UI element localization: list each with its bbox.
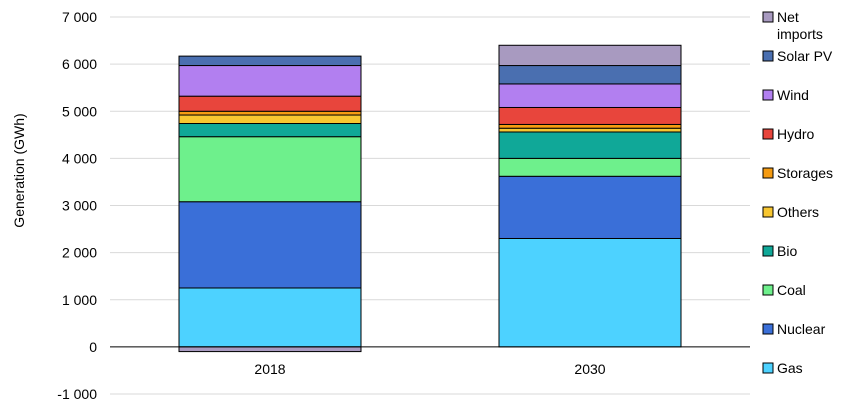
x-tick-label: 2018: [254, 361, 285, 377]
y-tick-label: -1 000: [57, 386, 97, 402]
legend-swatch: [762, 167, 774, 179]
bar-segment: [498, 157, 682, 177]
bar-segment: [498, 131, 682, 159]
y-tick-label: 1 000: [62, 292, 97, 308]
legend-swatch: [762, 362, 774, 374]
legend-label: Storages: [777, 165, 833, 181]
x-axis-ticks: 2018 2030: [254, 361, 605, 377]
bar-segment: [498, 106, 682, 125]
legend-label: Solar PV: [777, 48, 833, 64]
bar-segment: [498, 65, 682, 85]
y-tick-label: 6 000: [62, 56, 97, 72]
legend-swatch: [762, 323, 774, 335]
bar-segment: [498, 175, 682, 239]
legend-swatch: [762, 206, 774, 218]
y-tick-label: 7 000: [62, 9, 97, 25]
bars: [178, 44, 682, 353]
y-tick-label: 5 000: [62, 103, 97, 119]
legend-swatch: [762, 128, 774, 140]
legend-swatch: [762, 245, 774, 257]
legend-label: Wind: [777, 87, 809, 103]
bar-segment: [178, 136, 362, 203]
y-tick-label: 0: [89, 339, 97, 355]
y-tick-label: 4 000: [62, 150, 97, 166]
bar-segment: [178, 110, 362, 116]
bar-segment: [178, 346, 362, 353]
y-axis-ticks: -1 000 0 1 000 2 000 3 000 4 000 5 000 6 000 7 0…: [57, 9, 97, 402]
legend-label: Others: [777, 204, 819, 220]
legend-label: Gas: [777, 360, 803, 376]
bar-segment: [498, 83, 682, 108]
bar-segment: [498, 127, 682, 133]
bar-segment: [498, 44, 682, 67]
legend-swatch: [762, 50, 774, 62]
legend-swatch: [762, 11, 774, 23]
legend-swatch: [762, 284, 774, 296]
bar-segment: [178, 95, 362, 112]
legend-label: Hydro: [777, 126, 815, 142]
legend-label: Nuclear: [777, 321, 826, 337]
y-tick-label: 2 000: [62, 245, 97, 261]
y-tick-label: 3 000: [62, 198, 97, 214]
legend-label: imports: [777, 26, 823, 42]
legend-label: Coal: [777, 282, 806, 298]
bar-segment: [498, 123, 682, 129]
x-tick-label: 2030: [574, 361, 605, 377]
bar-segment: [178, 55, 362, 67]
bar-segment: [498, 237, 682, 348]
bar-segment: [178, 114, 362, 125]
bar-segment: [178, 287, 362, 348]
bar-segment: [178, 65, 362, 97]
bar-segment: [178, 201, 362, 289]
bar-segment: [178, 123, 362, 138]
y-axis-title: Generation (GWh): [11, 113, 27, 227]
legend-swatch: [762, 89, 774, 101]
legend-label: Net: [777, 9, 799, 25]
legend-label: Bio: [777, 243, 797, 259]
